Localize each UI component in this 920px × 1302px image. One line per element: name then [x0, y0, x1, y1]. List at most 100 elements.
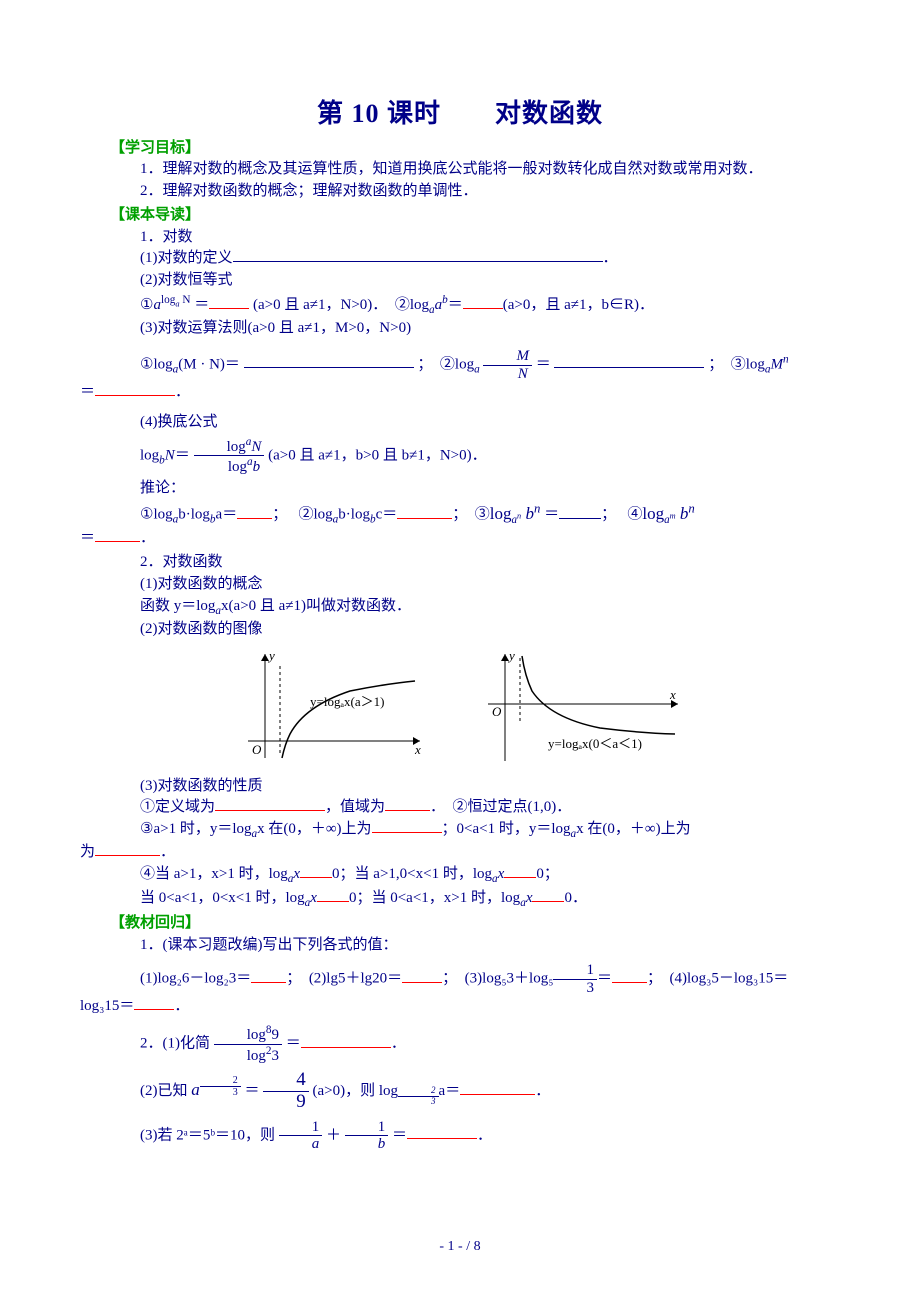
text: ． ②恒过定点(1,0)． — [430, 799, 571, 815]
var: M — [771, 356, 784, 372]
fraction: 1a — [279, 1119, 323, 1153]
log-graph-a-gt-1: y x O y=logₐx(a＞1) — [230, 646, 430, 766]
text: 函数 y＝log — [140, 598, 215, 614]
var: x — [498, 866, 505, 882]
text: 0；当 a>1,0<x<1 时，log — [332, 866, 492, 882]
blank — [134, 1009, 174, 1010]
text: ①定义域为 — [140, 799, 215, 815]
review-2c: (3)若 2ᵃ＝5ᵇ＝10，则 1a ＋ 1b ＝． — [110, 1119, 810, 1153]
origin: O — [252, 742, 262, 757]
exp: 23 — [200, 1080, 241, 1092]
text: 0； — [536, 866, 559, 882]
blank — [612, 982, 647, 983]
var: a — [153, 297, 161, 313]
log-graph-a-lt-1: y x O y=logₐx(0＜a＜1) — [470, 646, 690, 766]
text: ① — [140, 297, 153, 313]
text: ； — [647, 971, 662, 987]
fraction: MN — [483, 348, 532, 382]
origin: O — [492, 704, 502, 719]
text: ＝ — [392, 1127, 407, 1143]
word: 为 — [80, 842, 95, 864]
text: ＝ — [80, 528, 95, 550]
blank — [554, 367, 704, 368]
curve-label: y=logₐx(a＞1) — [310, 694, 384, 709]
var: N — [165, 447, 175, 463]
text: b·log — [338, 507, 370, 523]
x-label: x — [414, 742, 421, 757]
blank — [95, 855, 160, 856]
text: x 在(0，＋∞)上为 — [576, 821, 690, 837]
read-2d1: ①定义域为，值域为． ②恒过定点(1,0)． — [110, 797, 810, 819]
read-1e-formula: logbN＝ logaN logab (a>0 且 a≠1，b>0 且 b≠1，… — [110, 436, 810, 476]
text: ②log — [395, 297, 429, 313]
text: (1)对数的定义 — [140, 250, 233, 266]
blank — [385, 810, 430, 811]
text: 2．(1)化简 — [140, 1036, 210, 1052]
sub: a — [474, 363, 480, 375]
text: ＝ — [597, 971, 612, 987]
math: logan bn — [490, 504, 541, 523]
text: (a>0 且 a≠1，b>0 且 b≠1，N>0)． — [268, 447, 486, 463]
text: c＝ — [376, 507, 398, 523]
blank — [407, 1138, 477, 1139]
read-2d3b: 当 0<a<1，0<x<1 时，logax0；当 0<a<1，x>1 时，log… — [110, 888, 810, 911]
blank — [95, 541, 140, 542]
graphs-row: y x O y=logₐx(a＞1) y x O y=logₐx(0＜a＜1) — [110, 646, 810, 766]
read-2a: (1)对数函数的概念 — [110, 574, 810, 596]
goal-1: 1．理解对数的概念及其运算性质，知道用换底公式能将一般对数转化成自然对数或常用对… — [110, 159, 810, 181]
text: log — [140, 447, 159, 463]
read-1: 1．对数 — [110, 227, 810, 249]
text: ③a>1 时，y＝log — [140, 821, 251, 837]
text: ＝ — [544, 507, 559, 523]
read-2d3a: ④当 a>1，x>1 时，logax0；当 a>1,0<x<1 时，logax0… — [110, 864, 810, 887]
blank — [463, 308, 503, 309]
goal-2: 2．理解对数函数的概念；理解对数函数的单调性． — [110, 181, 810, 203]
text: ；0<a<1 时，y＝log — [442, 821, 571, 837]
x-label: x — [669, 687, 676, 702]
read-1b: (2)对数恒等式 — [110, 270, 810, 292]
fraction: 49 — [263, 1070, 309, 1113]
text: ； — [442, 971, 457, 987]
blank — [233, 261, 603, 262]
text: (3)若 2ᵃ＝5ᵇ＝10，则 — [140, 1127, 275, 1143]
var: x — [310, 890, 317, 906]
text: ． — [140, 530, 155, 546]
fraction: logaN logab — [194, 436, 265, 476]
read-1a: (1)对数的定义． — [110, 248, 810, 270]
blank — [237, 518, 272, 519]
review-2b: (2)已知 a23 ＝ 49 (a>0)，则 log23a＝． — [110, 1070, 810, 1113]
text: (a>0)，则 log — [313, 1083, 399, 1099]
blank — [215, 810, 325, 811]
text: ＝ — [194, 297, 209, 313]
blank — [95, 395, 175, 396]
text: ； ②log — [417, 356, 474, 372]
y-label: y — [267, 648, 275, 663]
curve-label: y=logₐx(0＜a＜1) — [548, 736, 642, 751]
text: a＝ — [439, 1083, 461, 1099]
blank — [460, 1094, 535, 1095]
blank — [559, 518, 601, 519]
text: x(a>0 且 a≠1)叫做对数函数． — [221, 598, 411, 614]
blank — [317, 901, 349, 902]
text: ； — [286, 971, 301, 987]
fraction: log89log23 — [214, 1024, 282, 1064]
text: ＝ — [286, 1036, 301, 1052]
var: x — [526, 890, 533, 906]
text: ④ — [627, 507, 642, 523]
review-1-items: (1)log₂6－log₂3＝； (2)lg5＋lg20＝； (3)log₅3＋… — [110, 962, 810, 1018]
cont: log₃15＝ — [80, 996, 134, 1018]
text: ②log — [298, 507, 332, 523]
read-1f: 推论： — [110, 478, 810, 500]
sup: n — [783, 353, 789, 365]
blank — [251, 982, 286, 983]
text: ＝ — [80, 382, 95, 404]
text: b·log — [178, 507, 210, 523]
sub-frac: 23 — [398, 1090, 439, 1102]
text: ④当 a>1，x>1 时，log — [140, 866, 288, 882]
text: 当 0<a<1，0<x<1 时，log — [140, 890, 305, 906]
text: ； ③log — [708, 356, 765, 372]
text: (2)已知 — [140, 1083, 188, 1099]
text: ； — [452, 507, 467, 523]
read-2d: (3)对数函数的性质 — [110, 776, 810, 798]
text: a＝ — [216, 507, 238, 523]
